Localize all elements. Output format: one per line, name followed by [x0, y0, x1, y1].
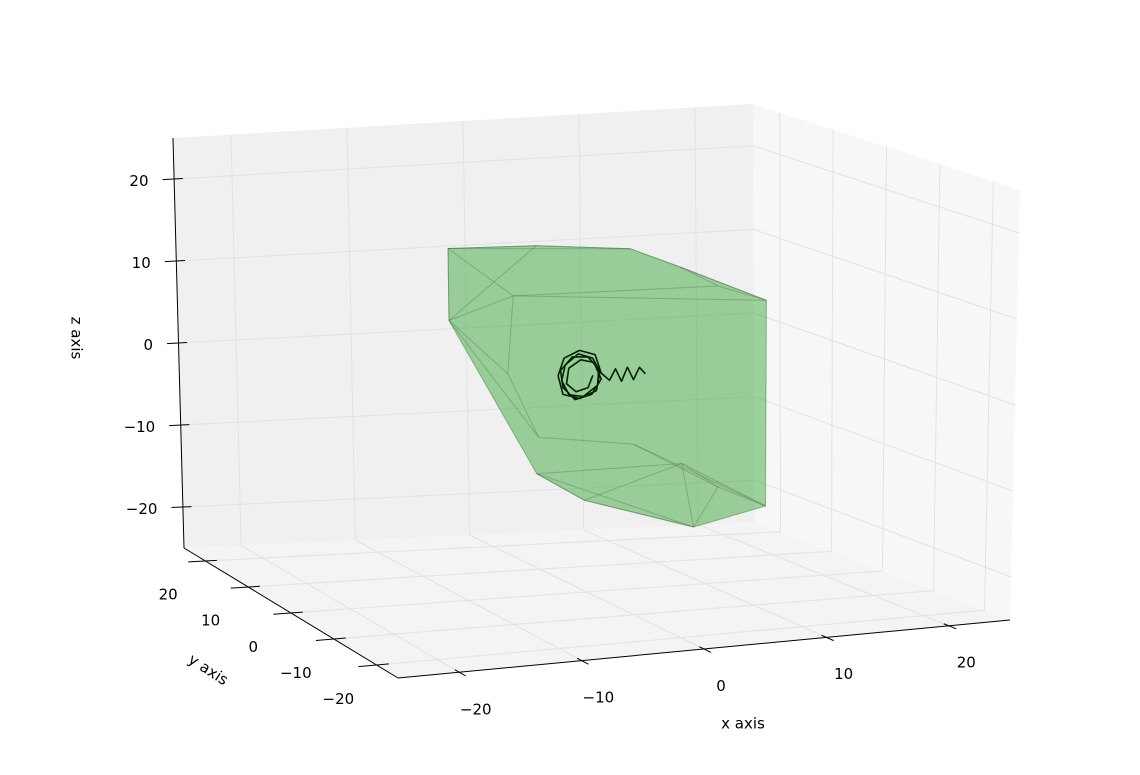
- tick-mark: [943, 623, 957, 630]
- grid-line: [182, 479, 755, 508]
- y-tick-label: −20: [323, 690, 355, 708]
- grid-line: [290, 570, 883, 614]
- hull-edge: [448, 320, 509, 375]
- floor-pane: [184, 522, 1010, 678]
- tick-mark: [699, 646, 712, 653]
- hull-edge: [513, 295, 767, 301]
- grid-line: [753, 312, 1016, 406]
- hull-edge: [693, 486, 719, 528]
- tick-mark: [171, 506, 192, 509]
- grid-line: [333, 590, 934, 640]
- hull-surface: [447, 245, 767, 528]
- grid-line: [376, 609, 985, 666]
- tick-mark: [188, 559, 217, 563]
- hull-edge: [507, 373, 540, 438]
- z-tick-label: −20: [126, 500, 158, 518]
- grid-line: [174, 145, 754, 180]
- grid-line: [248, 550, 832, 588]
- y-tick-label: 0: [248, 638, 258, 656]
- grid-line: [754, 479, 1012, 578]
- tick-mark: [454, 669, 466, 677]
- hull-edge: [536, 245, 631, 250]
- x-tick-label: 0: [716, 677, 726, 695]
- hull-edge: [681, 463, 719, 488]
- hull-edge: [584, 499, 694, 528]
- tick-mark: [821, 634, 834, 642]
- back-pane: [173, 104, 755, 548]
- hull-edge: [681, 463, 695, 528]
- grid-line: [178, 312, 755, 344]
- hull-edge: [536, 473, 585, 501]
- hull-edge: [447, 248, 450, 321]
- hull-edge: [681, 463, 766, 507]
- grid-line: [753, 145, 1020, 234]
- tick-mark: [273, 611, 303, 615]
- z-tick-label: 10: [132, 254, 151, 272]
- z-axis-label: z axis: [68, 317, 86, 360]
- grid-line: [176, 228, 754, 262]
- tick-mark: [166, 342, 188, 345]
- tick-mark: [315, 637, 346, 641]
- hull-edge: [513, 285, 719, 297]
- hull-edge: [538, 436, 634, 445]
- z-tick-label: 0: [143, 336, 153, 354]
- hull-edge: [633, 443, 766, 507]
- x-tick-label: −10: [583, 689, 615, 707]
- y-tick-label: 10: [201, 612, 220, 630]
- hull-edge: [630, 248, 681, 268]
- tick-mark: [169, 424, 190, 427]
- hull-edge: [680, 266, 767, 301]
- hull-edge: [536, 462, 682, 475]
- tick-mark: [230, 585, 260, 589]
- hull-edge: [448, 320, 539, 438]
- grid-line: [753, 228, 1018, 320]
- tick-mark: [576, 657, 589, 665]
- x-axis-label: x axis: [721, 715, 765, 733]
- y-tick-label: 20: [159, 585, 178, 603]
- hull-edge: [447, 248, 514, 297]
- grid-line: [754, 396, 1014, 492]
- hull-edge: [717, 486, 766, 507]
- hull-edge: [680, 266, 719, 287]
- x-tick-label: 20: [957, 653, 976, 671]
- y-axis-label: y axis: [185, 650, 232, 689]
- hull-edge: [584, 463, 682, 501]
- side-pane: [753, 104, 1020, 620]
- y-tick-label: −10: [280, 664, 312, 682]
- x-tick-label: −20: [460, 701, 492, 719]
- hull-edge: [448, 245, 537, 321]
- tick-mark: [164, 260, 185, 263]
- tick-mark: [358, 663, 389, 668]
- trajectory-line: [557, 349, 646, 401]
- grid-line: [205, 531, 781, 562]
- hull-edge: [536, 473, 694, 528]
- z-tick-label: −10: [124, 418, 156, 436]
- hull-edge: [448, 245, 537, 250]
- x-tick-label: 10: [834, 665, 853, 683]
- tick-mark: [162, 178, 183, 181]
- hull-edge: [717, 285, 767, 301]
- hull-edge: [633, 443, 719, 488]
- grid-line: [180, 396, 755, 426]
- z-tick-label: 20: [129, 172, 148, 190]
- hull-edge: [507, 295, 514, 374]
- hull-edge: [448, 295, 514, 321]
